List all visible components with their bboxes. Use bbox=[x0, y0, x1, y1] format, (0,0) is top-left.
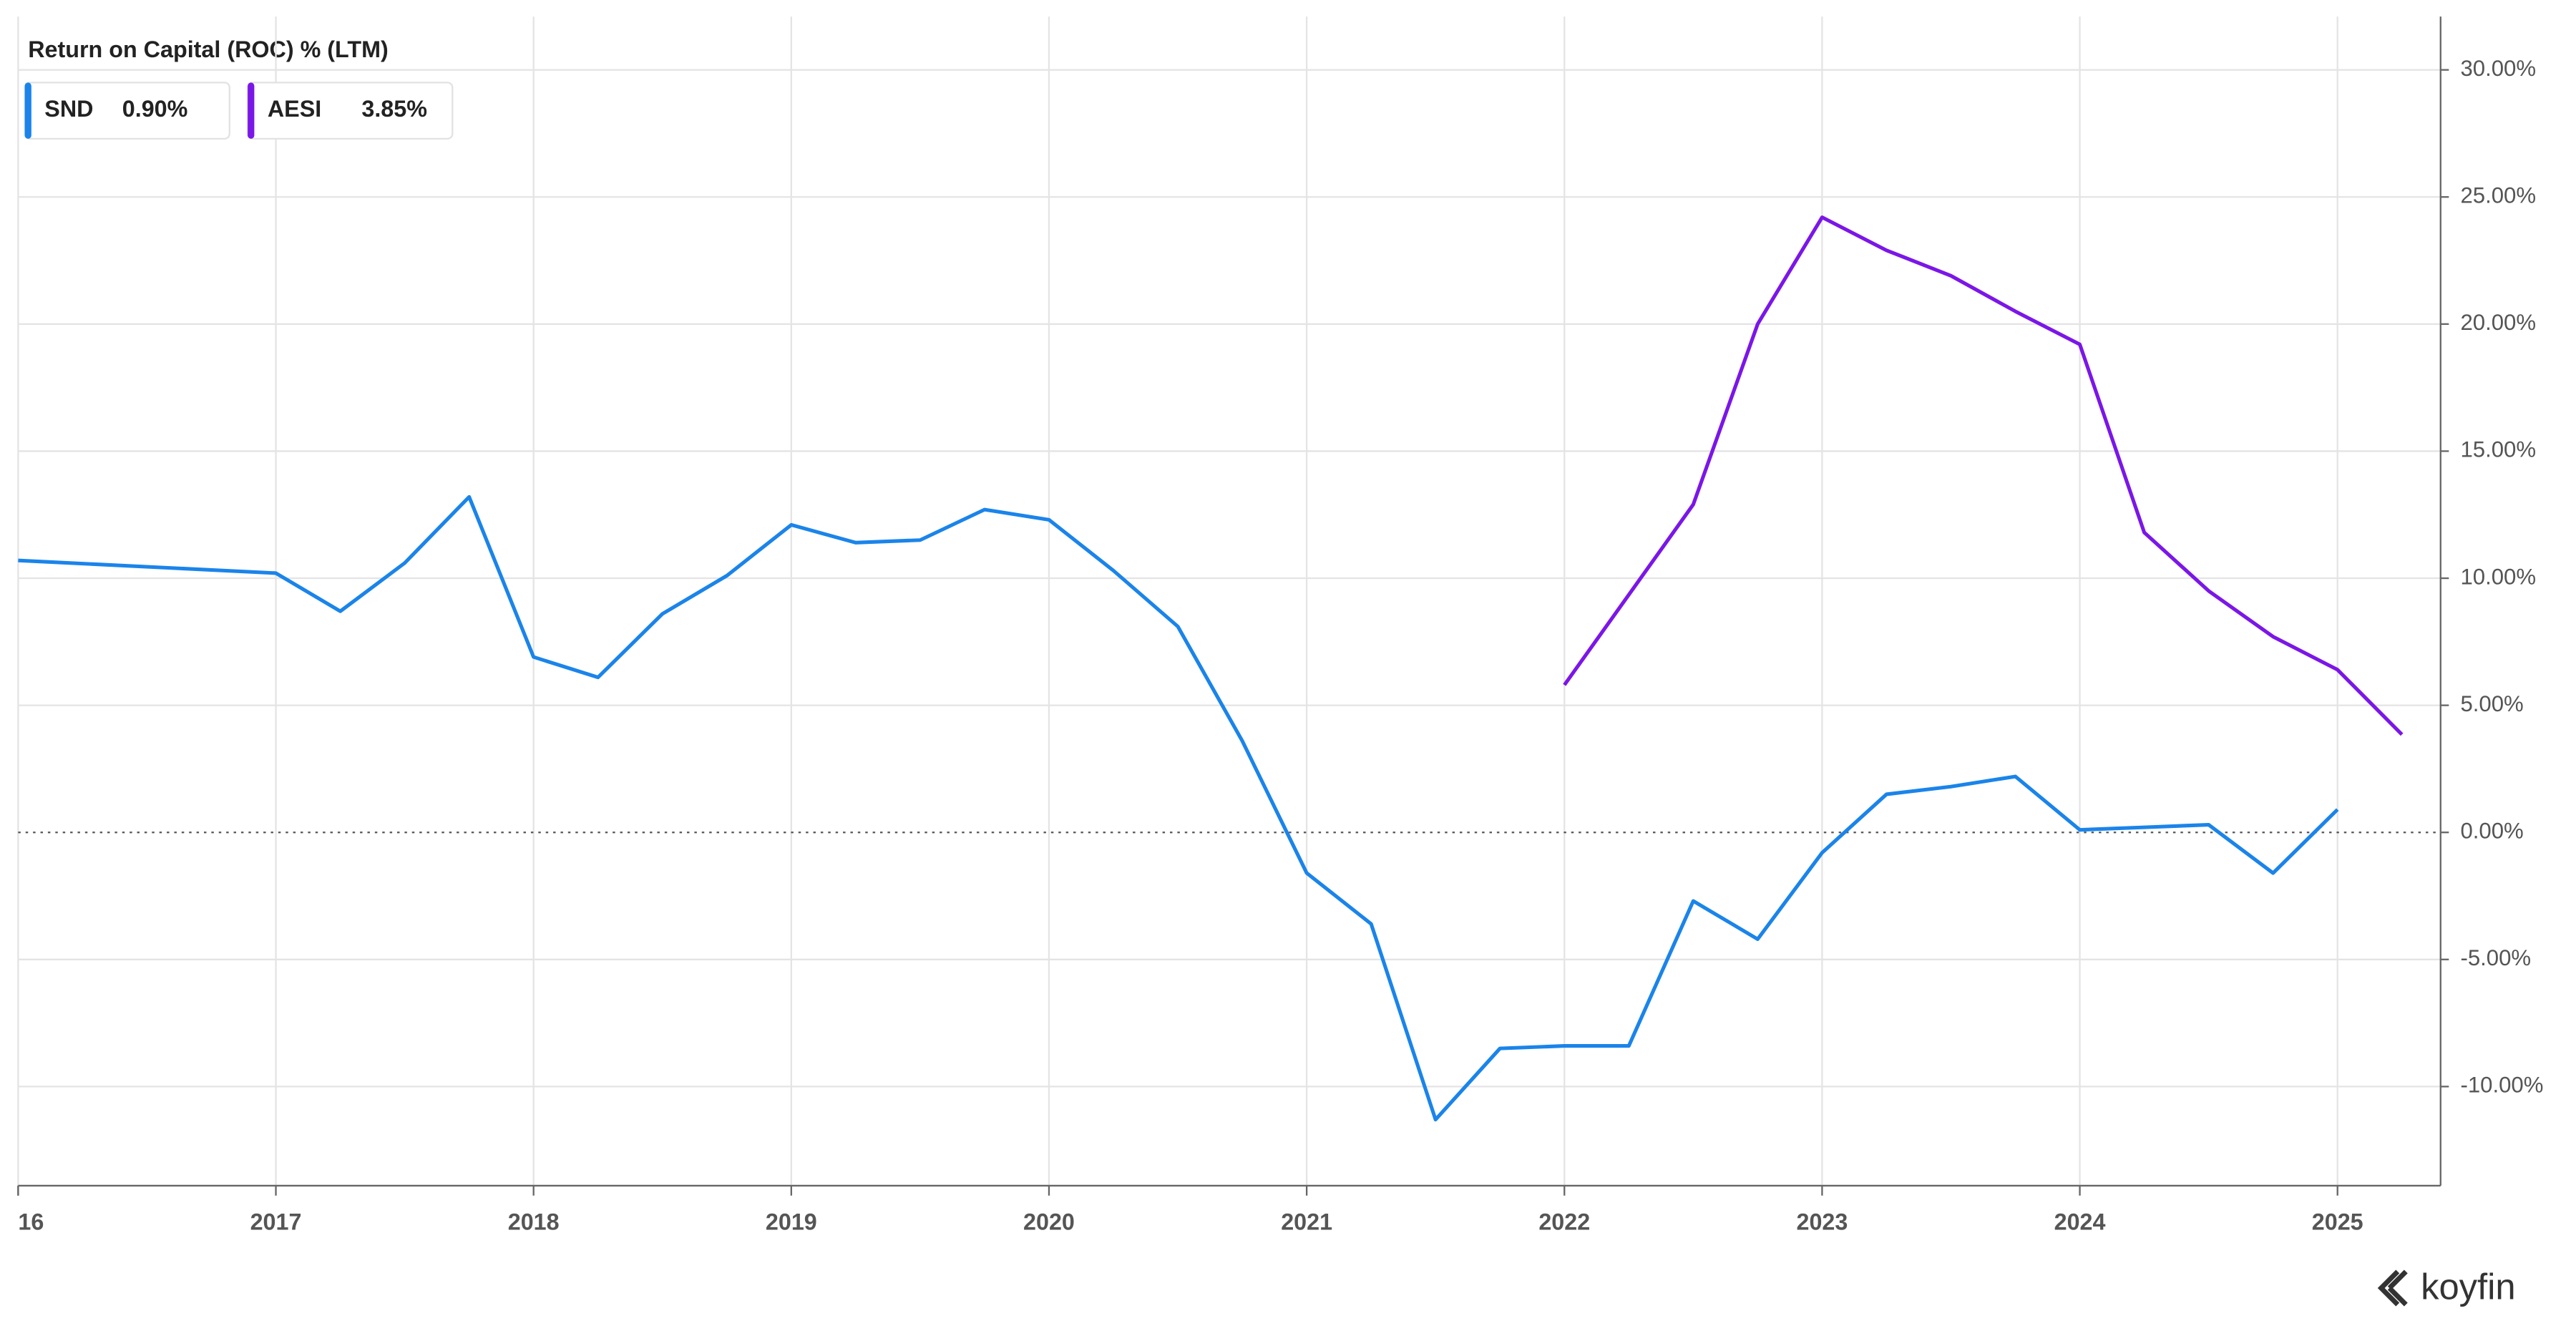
legend-item: SND 0.90% bbox=[24, 82, 230, 140]
legend-swatch bbox=[24, 82, 31, 139]
koyfin-logo: koyfin bbox=[2377, 1267, 2516, 1307]
y-tick-label: 0.00% bbox=[2460, 818, 2523, 843]
y-tick-label: 15.00% bbox=[2460, 437, 2536, 462]
x-tick-label: 2019 bbox=[766, 1209, 817, 1235]
chart-title: Return on Capital (ROC) % (LTM) bbox=[28, 36, 389, 62]
y-tick-label: 30.00% bbox=[2460, 56, 2536, 81]
x-tick-label: 2022 bbox=[1538, 1209, 1590, 1235]
x-tick-label: 16 bbox=[18, 1209, 44, 1235]
y-tick-label: 20.00% bbox=[2460, 310, 2536, 335]
y-tick-label: -10.00% bbox=[2460, 1073, 2543, 1098]
legend-value: 3.85% bbox=[361, 96, 427, 122]
y-tick-label: -5.00% bbox=[2460, 945, 2531, 970]
legend-name: AESI bbox=[268, 96, 321, 122]
legend-swatch bbox=[248, 82, 255, 139]
legend-name: SND bbox=[44, 96, 93, 122]
legend-value: 0.90% bbox=[122, 96, 188, 122]
y-tick-label: 10.00% bbox=[2460, 564, 2536, 589]
x-tick-label: 2025 bbox=[2312, 1209, 2363, 1235]
x-tick-label: 2020 bbox=[1023, 1209, 1075, 1235]
legend-box bbox=[24, 82, 230, 140]
legend-item: AESI 3.85% bbox=[246, 82, 454, 140]
x-tick-label: 2023 bbox=[1796, 1209, 1848, 1235]
x-tick-label: 2024 bbox=[2054, 1209, 2106, 1235]
brand: koyfin bbox=[2421, 1267, 2516, 1307]
x-tick-label: 2018 bbox=[508, 1209, 560, 1235]
y-tick-label: 5.00% bbox=[2460, 691, 2523, 716]
x-tick-label: 2017 bbox=[250, 1209, 302, 1235]
x-tick-label: 2021 bbox=[1281, 1209, 1332, 1235]
y-tick-label: 25.00% bbox=[2460, 182, 2536, 208]
line-series bbox=[1563, 215, 2404, 736]
line-series bbox=[18, 494, 2339, 1122]
